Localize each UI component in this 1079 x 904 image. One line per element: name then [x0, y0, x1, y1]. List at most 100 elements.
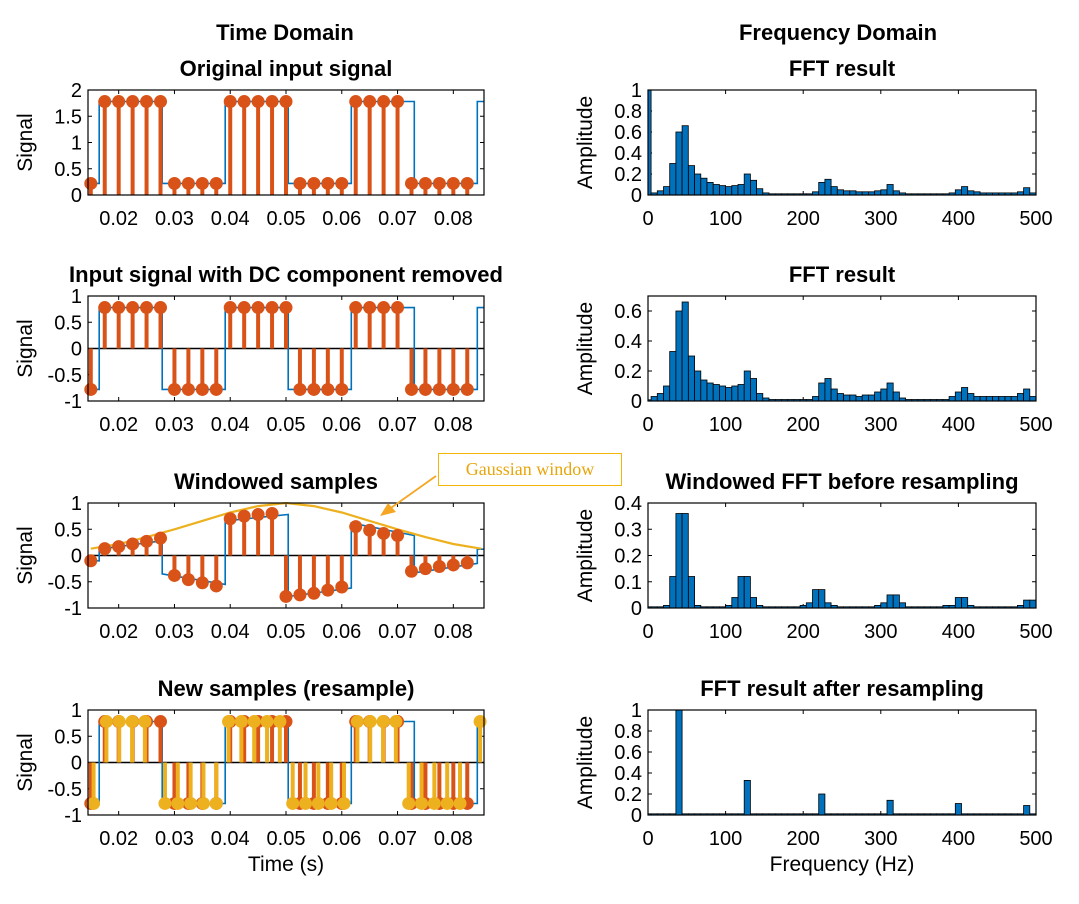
y-axis-label: Signal — [14, 526, 37, 584]
fft-bar — [712, 184, 720, 196]
fft-bar — [855, 396, 863, 402]
fft-bar — [886, 594, 894, 609]
stem-marker — [273, 715, 287, 729]
stem-marker — [98, 542, 112, 556]
fft-bar — [688, 165, 696, 196]
fft-bar — [954, 803, 962, 816]
stem-marker — [321, 382, 335, 396]
x-tick-label: 100 — [709, 208, 742, 230]
y-tick-label: 2 — [71, 80, 82, 102]
y-tick-label: 0.5 — [54, 312, 82, 334]
y-tick-label: -1 — [64, 598, 82, 620]
fft-bar — [998, 396, 1006, 402]
chart-panel-7: Windowed FFT before resampling Amplitude 0… — [574, 469, 1053, 643]
fft-bar — [750, 179, 758, 196]
y-tick-label: 0 — [631, 598, 642, 620]
stem-marker — [126, 537, 140, 551]
x-tick-label: 0.04 — [211, 208, 250, 230]
fft-bar — [719, 185, 727, 196]
stem-marker — [391, 95, 405, 109]
x-tick-label: 400 — [942, 621, 975, 643]
chart-title: FFT result — [789, 56, 896, 81]
x-tick-label: 0 — [642, 828, 653, 850]
stem-marker — [389, 715, 403, 729]
y-tick-label: 0.4 — [614, 763, 642, 785]
stem-marker — [99, 715, 113, 729]
y-tick-label: 0.6 — [614, 301, 642, 323]
fft-bar — [843, 394, 851, 402]
y-axis-label: Amplitude — [574, 716, 597, 809]
stem-marker — [349, 95, 363, 109]
fft-bar — [681, 125, 689, 196]
stem-marker — [293, 588, 307, 602]
stem-marker — [138, 715, 152, 729]
stem-marker — [181, 573, 195, 587]
y-tick-label: 0 — [71, 753, 82, 775]
fft-bar — [886, 799, 894, 816]
fft-bar — [681, 301, 689, 402]
stem-marker — [279, 589, 293, 603]
stem-marker — [237, 301, 251, 315]
fft-bar — [992, 396, 1000, 402]
stem-marker — [247, 715, 261, 729]
stem-marker — [460, 176, 474, 190]
stem-marker — [418, 562, 432, 576]
x-tick-label: 200 — [787, 828, 820, 850]
stem-marker — [402, 796, 416, 810]
stem-marker — [223, 512, 237, 526]
x-tick-label: 0.05 — [267, 828, 306, 850]
stem-marker — [279, 301, 293, 315]
fft-bar — [656, 190, 664, 196]
fft-bar — [700, 177, 708, 196]
stem-marker — [209, 796, 223, 810]
fft-bar — [874, 391, 882, 402]
fft-bar — [1004, 396, 1012, 402]
stem-marker — [112, 301, 126, 315]
stem-marker — [237, 95, 251, 109]
stem-marker — [427, 796, 441, 810]
x-tick-label: 500 — [1019, 828, 1052, 850]
stem-marker — [158, 796, 172, 810]
stem-marker — [404, 176, 418, 190]
fft-bar — [899, 602, 907, 609]
y-tick-label: 0.3 — [614, 519, 642, 541]
x-tick-label: 0.03 — [155, 208, 194, 230]
plot-area — [648, 513, 1036, 609]
gaussian-window-annotation: Gaussian window — [438, 453, 622, 486]
stem-marker — [209, 382, 223, 396]
y-tick-label: 0.1 — [614, 572, 642, 594]
y-tick-label: 0 — [631, 391, 642, 413]
fft-bar — [706, 382, 714, 402]
x-tick-label: 100 — [709, 414, 742, 436]
y-tick-label: -0.5 — [48, 365, 82, 387]
fft-bar — [961, 186, 969, 196]
fft-bar — [830, 186, 838, 196]
y-tick-label: 0.2 — [614, 361, 642, 383]
stem-marker — [140, 534, 154, 548]
fft-bar — [954, 189, 962, 196]
y-axis-label: Signal — [14, 733, 37, 791]
stem-marker — [98, 301, 112, 315]
x-tick-label: 0.03 — [155, 414, 194, 436]
fft-bar — [830, 388, 838, 402]
x-tick-label: 0.03 — [155, 621, 194, 643]
fft-bar — [886, 382, 894, 402]
x-tick-label: 300 — [864, 208, 897, 230]
fft-bar — [812, 589, 820, 609]
y-axis-label: Amplitude — [574, 509, 597, 602]
x-tick-label: 0.04 — [211, 828, 250, 850]
stem-marker — [453, 796, 467, 810]
stem-marker — [363, 95, 377, 109]
x-tick-label: 0.07 — [378, 621, 417, 643]
fft-bar — [1029, 599, 1036, 609]
x-tick-label: 0.08 — [434, 208, 473, 230]
fft-bar — [737, 184, 745, 196]
fft-bar — [725, 186, 733, 196]
chart-panel-8: FFT result after resampling Amplitude Freq… — [574, 676, 1053, 876]
fft-bar — [886, 184, 894, 196]
stem-marker — [363, 301, 377, 315]
stem-marker — [335, 580, 349, 594]
x-tick-label: 0.06 — [322, 621, 361, 643]
stem-marker — [299, 796, 313, 810]
x-axis-label: Frequency (Hz) — [770, 853, 915, 876]
